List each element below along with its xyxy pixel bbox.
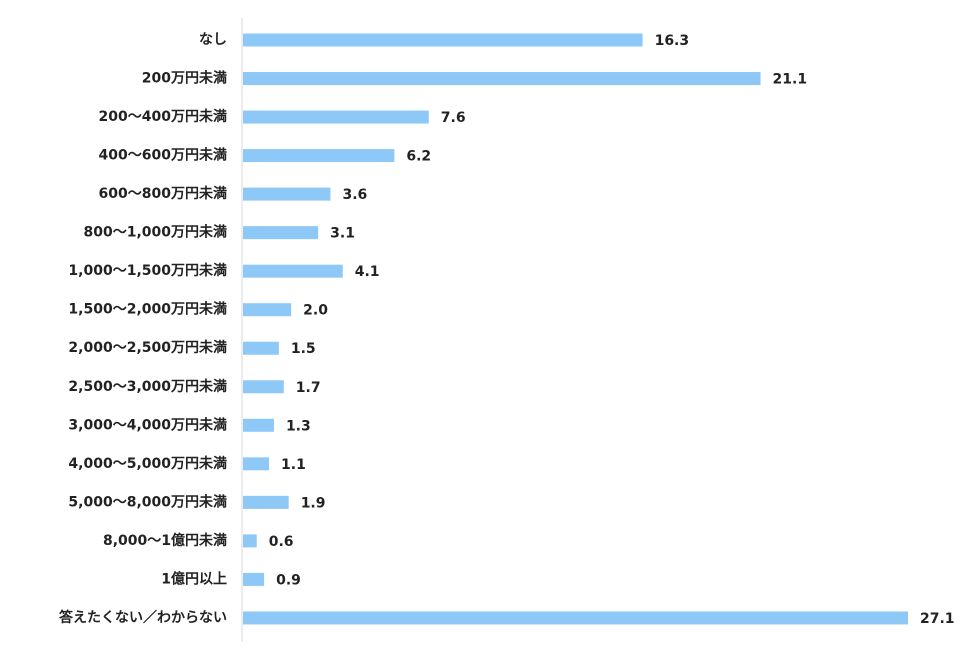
bar (243, 457, 270, 471)
category-label: 8,000〜1億円未満 (103, 532, 227, 549)
value-label: 0.6 (269, 534, 294, 550)
bar (243, 303, 292, 317)
value-label: 1.7 (296, 380, 321, 396)
category-label: 4,000〜5,000万円未満 (68, 455, 227, 472)
bar (243, 611, 908, 625)
value-label: 1.5 (291, 341, 316, 357)
category-label: 2,500〜3,000万円未満 (68, 378, 227, 395)
bar (243, 264, 343, 278)
category-label: 答えたくない／わからない (59, 609, 227, 626)
category-label: 5,000〜8,000万円未満 (68, 493, 227, 510)
category-label: 3,000〜4,000万円未満 (68, 416, 227, 433)
bar (243, 534, 257, 548)
category-label: 1億円以上 (161, 570, 227, 587)
value-label: 1.9 (301, 495, 326, 511)
bar (243, 572, 265, 586)
bar (243, 187, 331, 201)
bar (243, 149, 395, 163)
bar (243, 495, 289, 509)
category-label: 200〜400万円未満 (99, 108, 227, 125)
value-label: 6.2 (406, 149, 431, 165)
value-label: 3.6 (342, 187, 367, 203)
value-label: 7.6 (441, 110, 466, 126)
value-label: 2.0 (303, 303, 328, 319)
bar (243, 341, 279, 355)
value-label: 27.1 (920, 611, 955, 627)
bar (243, 72, 761, 86)
value-label: 0.9 (276, 572, 301, 588)
value-label: 16.3 (655, 33, 690, 49)
bar (243, 226, 319, 240)
bar (243, 418, 274, 432)
value-label: 21.1 (773, 72, 808, 88)
bar (243, 380, 284, 394)
category-label: 800〜1,000万円未満 (83, 224, 227, 241)
category-label: 1,500〜2,000万円未満 (68, 301, 227, 318)
value-label: 1.3 (286, 418, 311, 434)
bar (243, 110, 429, 124)
category-label: 200万円未満 (142, 70, 227, 87)
category-label: 600〜800万円未満 (99, 185, 227, 202)
value-label: 1.1 (281, 457, 306, 473)
category-label: 2,000〜2,500万円未満 (68, 339, 227, 356)
value-label: 4.1 (355, 264, 380, 280)
value-label: 3.1 (330, 226, 355, 242)
category-label: なし (199, 32, 227, 48)
category-label: 400〜600万円未満 (99, 147, 227, 164)
category-label: 1,000〜1,500万円未満 (68, 262, 227, 279)
bar (243, 33, 643, 47)
